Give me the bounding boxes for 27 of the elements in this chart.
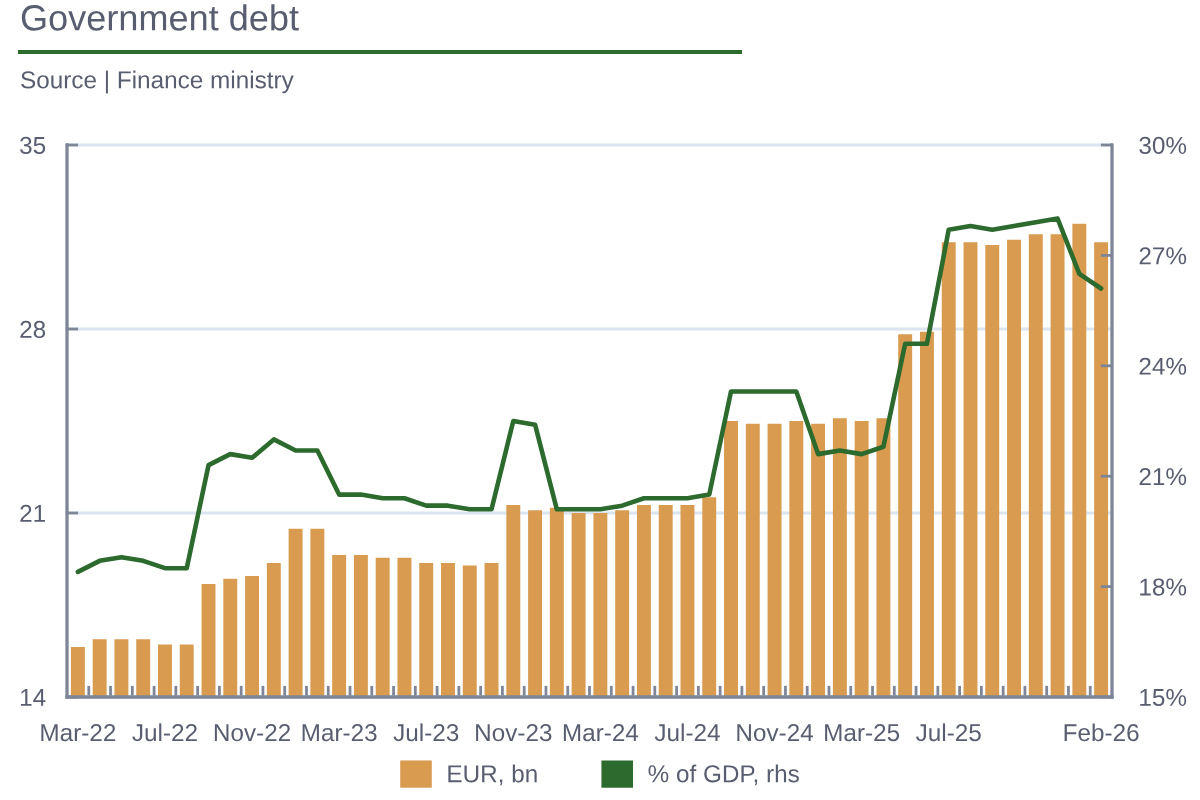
y2-tick-label: 15%	[1140, 688, 1187, 707]
x-tick-label: Jul-24	[654, 723, 720, 742]
y2-tick-label: 18%	[1140, 578, 1187, 596]
x-tick-label: Jul-23	[393, 723, 459, 742]
x-tick-label: Jul-22	[132, 723, 197, 742]
x-tick-label: Nov-23	[476, 724, 552, 742]
y-tick-label: 14	[20, 689, 46, 706]
x-tick-label: Feb-26	[1064, 723, 1139, 742]
y-tick-label: 35	[20, 136, 46, 155]
y-tick-label: 21	[20, 504, 45, 522]
x-tick-label: Jul-25	[916, 723, 981, 742]
line-series	[75, 216, 1104, 575]
y2-tick-label: 21%	[1139, 468, 1187, 486]
x-tick-label: Mar-25	[825, 724, 900, 742]
legend-label: EUR, bn	[448, 764, 537, 786]
y-tick-label: 28	[20, 320, 46, 339]
y2-tick-label: 30%	[1139, 136, 1187, 155]
y2-tick-label: 24%	[1139, 357, 1187, 375]
x-tick-label: Nov-24	[737, 724, 814, 742]
legend-label: % of GDP, rhs	[648, 764, 799, 786]
x-tick-label: Mar-23	[302, 724, 377, 742]
y2-tick-label: 27%	[1139, 247, 1187, 265]
chart-title: Government debt	[21, 4, 299, 31]
x-tick-label: Mar-22	[41, 724, 116, 742]
x-tick-label: Nov-22	[214, 724, 291, 742]
source-note: Source | Finance ministry	[21, 70, 294, 94]
x-tick-label: Mar-24	[563, 724, 639, 742]
